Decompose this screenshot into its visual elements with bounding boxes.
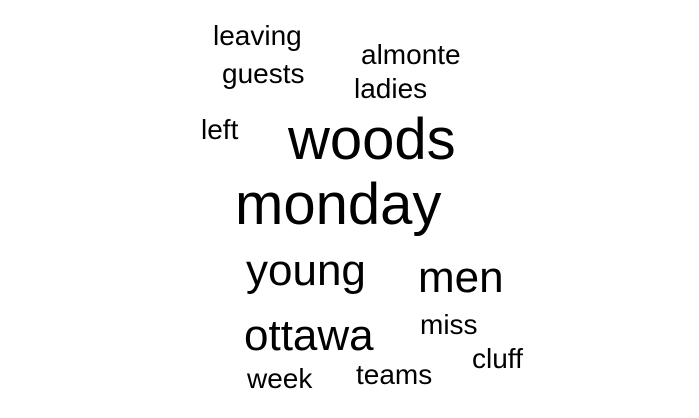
word-monday: monday [235,172,442,237]
word-teams: teams [356,359,433,390]
word-woods: woods [288,107,456,172]
word-young: young [246,246,366,295]
word-ladies: ladies [354,73,428,104]
word-left: left [201,114,239,145]
word-cluff: cluff [472,343,523,374]
word-miss: miss [420,309,478,340]
word-week: week [247,363,313,394]
word-guests: guests [222,58,305,89]
word-leaving: leaving [213,20,302,51]
word-ottawa: ottawa [244,311,374,360]
word-men: men [418,253,504,302]
word-almonte: almonte [361,39,461,70]
